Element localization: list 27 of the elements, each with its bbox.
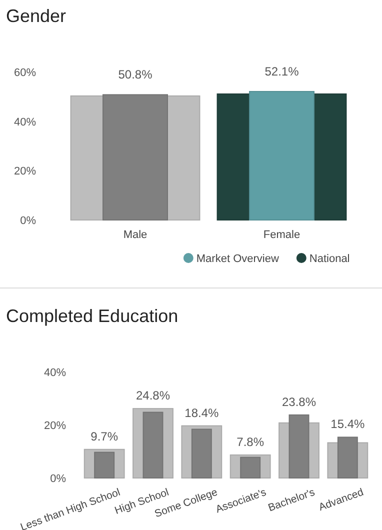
legend-label: National — [309, 253, 350, 265]
data-label: 18.4% — [184, 406, 220, 420]
y-tick-label: 20% — [44, 420, 66, 432]
data-label: 9.7% — [90, 429, 118, 444]
bar — [288, 414, 310, 478]
y-tick-label: 0% — [50, 473, 66, 485]
x-tick-label: Male — [123, 229, 148, 241]
data-label: 23.8% — [282, 394, 316, 409]
y-tick-label: 0% — [20, 215, 36, 227]
data-label: 24.8% — [136, 388, 170, 403]
bar — [142, 412, 164, 478]
y-tick-label: 20% — [14, 166, 36, 178]
legend-label: Market Overview — [196, 253, 279, 265]
chart-title: Completed Education — [6, 306, 178, 326]
bar — [94, 452, 115, 478]
data-label: 52.1% — [264, 64, 300, 78]
data-label: 15.4% — [330, 417, 366, 432]
bar — [240, 456, 261, 478]
y-tick-label: 60% — [14, 67, 36, 79]
y-tick-label: 40% — [44, 367, 66, 379]
chart-title: Gender — [6, 6, 66, 26]
data-label: 50.8% — [118, 68, 153, 82]
y-tick-label: 40% — [14, 116, 36, 128]
x-tick-label: Female — [263, 229, 300, 241]
data-label: 7.8% — [236, 434, 264, 449]
bar — [337, 436, 358, 478]
bar — [191, 428, 212, 478]
